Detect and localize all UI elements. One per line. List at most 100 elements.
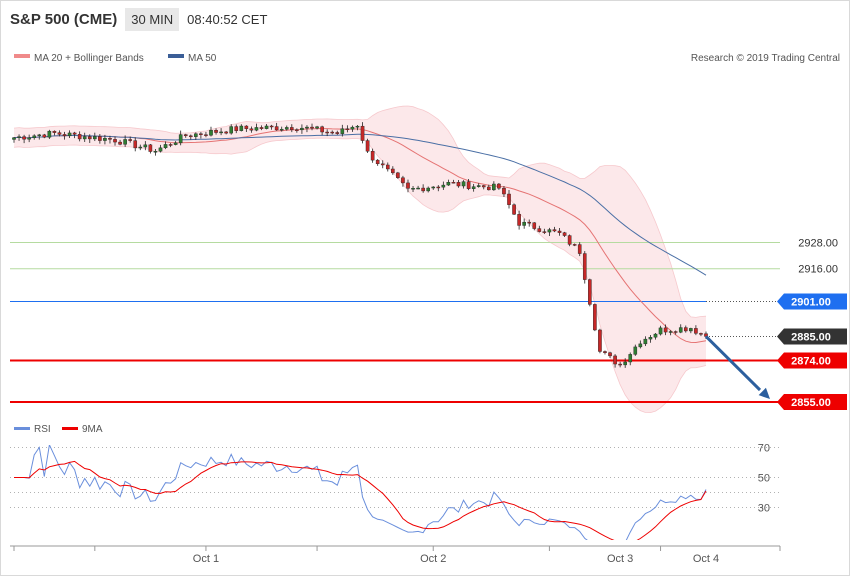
ma50-legend-swatch [168,54,184,58]
x-label-oct-3: Oct 3 [607,553,633,565]
price-tag-background [777,352,847,369]
timeframe-selector[interactable]: 30 MIN [125,7,180,31]
candles [12,122,708,368]
candle [613,354,617,368]
price-tags: 2928.00 2916.00 2901.00 2885.00 2874.00 2855.… [777,238,847,410]
candle [678,324,683,334]
candle-body [37,134,42,137]
candle [87,134,92,143]
candle [492,181,496,191]
candle [178,130,183,146]
candle [113,136,117,146]
candle [118,139,122,146]
rsi-lines [14,445,707,540]
x-label-oct-4: Oct 4 [693,553,719,565]
candle [57,130,62,137]
candle [204,131,208,138]
candle [653,333,658,340]
candle-body [577,244,582,254]
candle-body [481,185,486,188]
candle-body [108,138,112,140]
candle [199,132,203,139]
candle [239,124,244,132]
rsi-legend-label: RSI [34,424,51,435]
candle-body [441,184,446,188]
candle-body [219,131,223,134]
bollinger-bands [13,105,707,414]
candle-body [532,222,537,229]
candle [396,171,400,179]
candle-body [653,333,658,338]
candle-body [77,134,82,140]
candle [598,328,602,354]
candle [284,125,289,131]
candle [264,123,269,130]
forecast-arrow-shaft [704,335,762,392]
candle-body [290,127,294,130]
candle-body [355,125,360,128]
candle-body [133,140,138,149]
forecast-arrow-head [758,387,770,399]
price-tag-value: 2855.00 [791,397,831,409]
candle [153,149,158,156]
candle-body [476,185,481,187]
candle [471,183,476,192]
candle [648,334,653,343]
candle [254,123,259,132]
candle-body [542,231,547,233]
price-tag-2885.00: 2885.00 [777,328,847,345]
candle-body [638,343,643,348]
candle [103,134,107,145]
price-tag-2901.00: 2901.00 [777,293,847,310]
candle-body [279,128,284,131]
candle-body [557,230,562,233]
candle [466,178,471,191]
candle-body [335,132,340,134]
rsi-line [14,445,707,540]
candle [385,162,390,172]
candle-body [628,354,633,363]
candle [72,131,77,139]
candle [42,133,47,139]
candle-body [67,132,72,137]
candle-body [613,355,617,365]
candle [512,203,516,215]
candle [168,143,173,148]
candle-body [295,129,299,131]
candle [411,186,415,193]
copyright-text: Research © 2019 Trading Central [691,53,840,64]
candle-body [517,214,521,226]
candle [406,179,410,193]
candle [593,303,597,332]
candle-body [461,181,466,187]
candle-body [12,137,16,140]
candle [375,159,380,166]
candle-body [527,221,532,224]
candle-body [416,187,420,190]
candle-body [436,186,441,189]
candle-body [52,130,57,133]
price-tag-2874.00: 2874.00 [777,352,847,369]
candle [279,126,284,132]
candle [123,135,127,147]
candle [340,124,345,137]
candle [138,144,143,151]
candle-body [618,363,622,366]
candle [461,180,466,189]
candle [209,126,213,137]
candle-body [325,131,329,134]
candle [62,131,67,140]
chart-header: S&P 500 (CME) 30 MIN 08:40:52 CET [10,7,267,31]
candle-body [158,147,163,152]
candle [350,125,355,132]
candle [300,124,304,134]
rsi-axis: 70 50 30 [758,443,770,515]
price-tag-2855.00: 2855.00 [777,394,847,410]
candle [77,131,82,142]
candle [426,186,430,193]
candle [699,332,703,337]
candle [456,179,461,188]
candle-body [27,137,31,140]
